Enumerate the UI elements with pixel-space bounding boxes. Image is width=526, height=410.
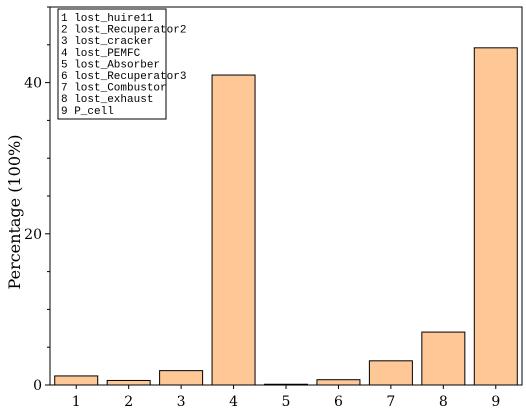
x-tick-label: 6 <box>334 394 343 410</box>
bar-7 <box>368 360 413 386</box>
x-tick-label: 4 <box>229 394 238 410</box>
plot-frame <box>49 6 523 386</box>
bar-1 <box>54 375 99 386</box>
x-ticks-group: 1 2 3 4 5 6 7 8 9 <box>72 385 500 410</box>
bars-group <box>54 47 518 386</box>
y-axis-title: Percentage (100%) <box>5 135 24 290</box>
bar-8 <box>421 331 466 386</box>
y-tick-label: 20 <box>24 227 42 243</box>
x-tick-label: 3 <box>177 394 186 410</box>
x-tick-label: 8 <box>439 394 448 410</box>
bar-4 <box>211 74 256 386</box>
bar-2 <box>106 379 151 386</box>
legend-entry: 6 lost_Recuperator3 <box>61 71 186 83</box>
y-ticks-group: 0 20 40 <box>24 6 50 394</box>
x-tick-label: 9 <box>491 394 500 410</box>
legend-entry: 2 lost_Recuperator2 <box>61 25 186 37</box>
x-tick-label: 7 <box>386 394 395 410</box>
x-tick-label: 2 <box>124 394 133 410</box>
legend-entry: 9 P_cell <box>61 106 114 118</box>
y-tick-label: 40 <box>24 76 42 92</box>
legend-entry: 1 lost_huire11 <box>61 13 154 25</box>
legend-entry: 4 lost_PEMFC <box>61 48 141 60</box>
bar-9 <box>473 47 518 386</box>
x-tick-label: 1 <box>72 394 81 410</box>
x-tick-label: 5 <box>282 394 291 410</box>
legend-entry: 5 lost_Absorber <box>61 59 160 71</box>
legend-entry: 7 lost_Combustor <box>61 83 167 95</box>
y-tick-label: 0 <box>33 378 42 394</box>
legend-entry: 3 lost_cracker <box>61 36 153 48</box>
bar-3 <box>159 370 204 386</box>
legend-entry: 8 lost_exhaust <box>61 94 153 106</box>
legend-box <box>57 8 167 120</box>
bar-6 <box>316 379 361 386</box>
